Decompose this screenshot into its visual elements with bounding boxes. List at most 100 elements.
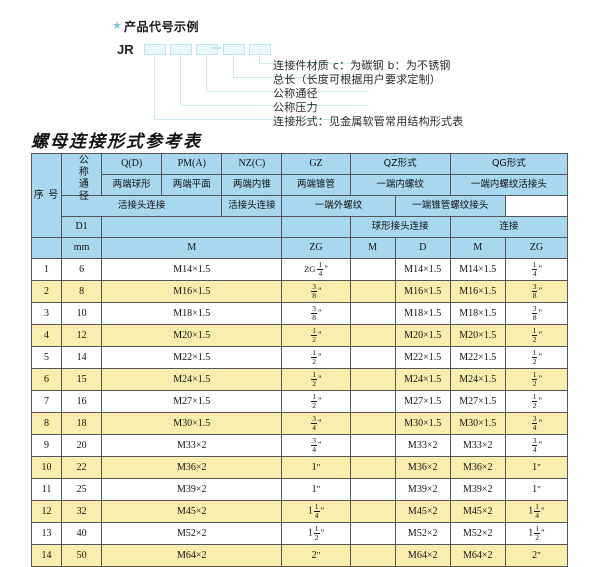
cell-thread-m: M33×2 bbox=[101, 434, 283, 457]
cell-seq: 4 bbox=[30, 324, 63, 347]
cell-qz-m bbox=[349, 522, 396, 545]
annotation-connection-type: 连接形式：见金属软管常用结构形式表 bbox=[273, 115, 464, 128]
cell-seq: 8 bbox=[30, 412, 63, 435]
cell-seq: 12 bbox=[30, 500, 63, 523]
cell-thread-m: M27×1.5 bbox=[101, 390, 283, 413]
cell-bore: 50 bbox=[61, 544, 103, 567]
header-connection2-gz bbox=[281, 216, 351, 238]
cell-qg-zg: 1 2 " bbox=[504, 368, 569, 391]
cell-thread-m: M39×2 bbox=[101, 478, 283, 501]
cell-bore: 22 bbox=[61, 456, 103, 479]
cell-seq: 6 bbox=[30, 368, 63, 391]
leader-line-4-h bbox=[180, 105, 369, 106]
header-code-qg: QG形式 bbox=[449, 153, 569, 175]
cell-qg-zg: 1 1 2 " bbox=[504, 522, 569, 545]
cell-qz-d: M36×2 bbox=[394, 456, 451, 479]
header-code-qd: Q(D) bbox=[101, 153, 163, 175]
cell-qg-m: M64×2 bbox=[449, 544, 506, 567]
cell-qg-m: M45×2 bbox=[449, 500, 506, 523]
cell-seq: 11 bbox=[30, 478, 63, 501]
cell-bore: 40 bbox=[61, 522, 103, 545]
table-row: 13 40 M52×2 1 1 2 " M52×2 M52×2 1 1 2 " bbox=[30, 522, 569, 545]
cell-seq: 10 bbox=[30, 456, 63, 479]
cell-seq: 9 bbox=[30, 434, 63, 457]
cell-qg-zg: 1 4 " bbox=[504, 258, 569, 281]
header-row-units: mm M ZG M D M ZG bbox=[30, 237, 569, 259]
cell-qz-d: M20×1.5 bbox=[394, 324, 451, 347]
table-row: 4 12 M20×1.5 1 2 " M20×1.5 M20×1.5 1 2 " bbox=[30, 324, 569, 347]
table-row: 7 16 M27×1.5 1 2 " M27×1.5 M27×1.5 1 2 " bbox=[30, 390, 569, 413]
cell-qg-zg: 3 8 " bbox=[504, 302, 569, 325]
header-row-d1: D1 球形接头连接 连接 bbox=[32, 216, 569, 238]
cell-bore: 10 bbox=[61, 302, 103, 325]
table-row: 5 14 M22×1.5 1 2 " M22×1.5 M22×1.5 1 2 " bbox=[30, 346, 569, 369]
cell-seq: 1 bbox=[30, 258, 63, 281]
cell-qz-d: M30×1.5 bbox=[394, 412, 451, 435]
page-title: 螺母连接形式参考表 bbox=[31, 132, 202, 152]
cell-qz-m bbox=[349, 324, 396, 347]
table-row: 12 32 M45×2 1 1 4 " M45×2 M45×2 1 1 4 " bbox=[30, 500, 569, 523]
cell-gz-zg: 3 4 " bbox=[281, 412, 351, 435]
cell-bore: 25 bbox=[61, 478, 103, 501]
cell-seq: 2 bbox=[30, 280, 63, 303]
code-prefix-jr: JR bbox=[117, 42, 134, 57]
cell-qg-m: M20×1.5 bbox=[449, 324, 506, 347]
cell-bore: 18 bbox=[61, 412, 103, 435]
table-row: 3 10 M18×1.5 3 8 " M18×1.5 M18×1.5 3 8 " bbox=[30, 302, 569, 325]
cell-qz-m bbox=[349, 434, 396, 457]
cell-qg-zg: 1 2 " bbox=[504, 346, 569, 369]
cell-bore: 16 bbox=[61, 390, 103, 413]
cell-gz-zg: 1 1 2 " bbox=[281, 522, 351, 545]
cell-thread-m: M16×1.5 bbox=[101, 280, 283, 303]
annotation-total-length: 总长（长度可根据用户要求定制） bbox=[273, 73, 441, 86]
cell-qg-zg: 2" bbox=[504, 544, 569, 567]
cell-qz-m bbox=[349, 544, 396, 567]
cell-gz-zg: 3 8 " bbox=[281, 302, 351, 325]
cell-bore: 14 bbox=[61, 346, 103, 369]
cell-gz-zg: 1 2 " bbox=[281, 324, 351, 347]
cell-qg-m: M18×1.5 bbox=[449, 302, 506, 325]
annotation-material: 连接件材质 c：为碳钢 b：为不锈钢 bbox=[273, 59, 451, 72]
header-connection-left: 活接头连接 bbox=[61, 195, 223, 217]
header-endtype-qd: 两端球形 bbox=[101, 174, 163, 196]
header-unit-zg-gz: ZG bbox=[281, 237, 351, 259]
table-row: 1 6 M14×1.5 ZG 1 4 " M14×1.5 M14×1.5 1 4 " bbox=[30, 258, 569, 281]
cell-qz-d: M52×2 bbox=[394, 522, 451, 545]
cell-qz-m bbox=[349, 258, 396, 281]
cell-qg-m: M27×1.5 bbox=[449, 390, 506, 413]
header-unit-d-qz: D bbox=[394, 237, 451, 259]
header-connection2-left bbox=[101, 216, 283, 238]
annotation-nominal-pressure: 公称压力 bbox=[273, 101, 318, 114]
cell-qg-zg: 3 8 " bbox=[504, 280, 569, 303]
cell-qg-m: M22×1.5 bbox=[449, 346, 506, 369]
code-dash bbox=[212, 47, 221, 49]
code-box-3 bbox=[196, 44, 218, 55]
leader-line-5-h bbox=[154, 119, 369, 120]
cell-qg-zg: 3 4 " bbox=[504, 434, 569, 457]
header-code-pma: PM(A) bbox=[161, 153, 223, 175]
cell-gz-zg: 1 2 " bbox=[281, 346, 351, 369]
header-endtype-pma: 两端平面 bbox=[161, 174, 223, 196]
table-header: 序 号 公称通径 Q(D) PM(A) NZ(C) GZ QZ形式 QG形式 两… bbox=[30, 153, 569, 259]
cell-qz-d: M33×2 bbox=[394, 434, 451, 457]
cell-thread-m: M64×2 bbox=[101, 544, 283, 567]
leader-line-5-v bbox=[154, 53, 155, 119]
cell-thread-m: M20×1.5 bbox=[101, 324, 283, 347]
cell-thread-m: M45×2 bbox=[101, 500, 283, 523]
table-row: 9 20 M33×2 3 4 " M33×2 M33×2 3 4 " bbox=[30, 434, 569, 457]
cell-seq: 14 bbox=[30, 544, 63, 567]
table-row: 14 50 M64×2 2" M64×2 M64×2 2" bbox=[30, 544, 569, 567]
table-row: 6 15 M24×1.5 1 2 " M24×1.5 M24×1.5 1 2 " bbox=[30, 368, 569, 391]
cell-qz-m bbox=[349, 478, 396, 501]
cell-qz-d: M14×1.5 bbox=[394, 258, 451, 281]
header-connection-gz: 活接头连接 bbox=[221, 195, 283, 217]
table-row: 8 18 M30×1.5 3 4 " M30×1.5 M30×1.5 3 4 " bbox=[30, 412, 569, 435]
code-box-4 bbox=[223, 44, 245, 55]
leader-line-4-v bbox=[180, 53, 181, 105]
spec-table: 序 号 公称通径 Q(D) PM(A) NZ(C) GZ QZ形式 QG形式 两… bbox=[30, 153, 569, 567]
cell-qg-zg: 1 2 " bbox=[504, 324, 569, 347]
product-code-diagram: ★ 产品代号示例 JR 连接件材质 c：为碳钢 b：为不锈钢 总长（长度可根据用… bbox=[0, 0, 600, 130]
cell-qz-m bbox=[349, 302, 396, 325]
header-connection2-qz: 球形接头连接 bbox=[349, 216, 451, 238]
cell-seq: 13 bbox=[30, 522, 63, 545]
